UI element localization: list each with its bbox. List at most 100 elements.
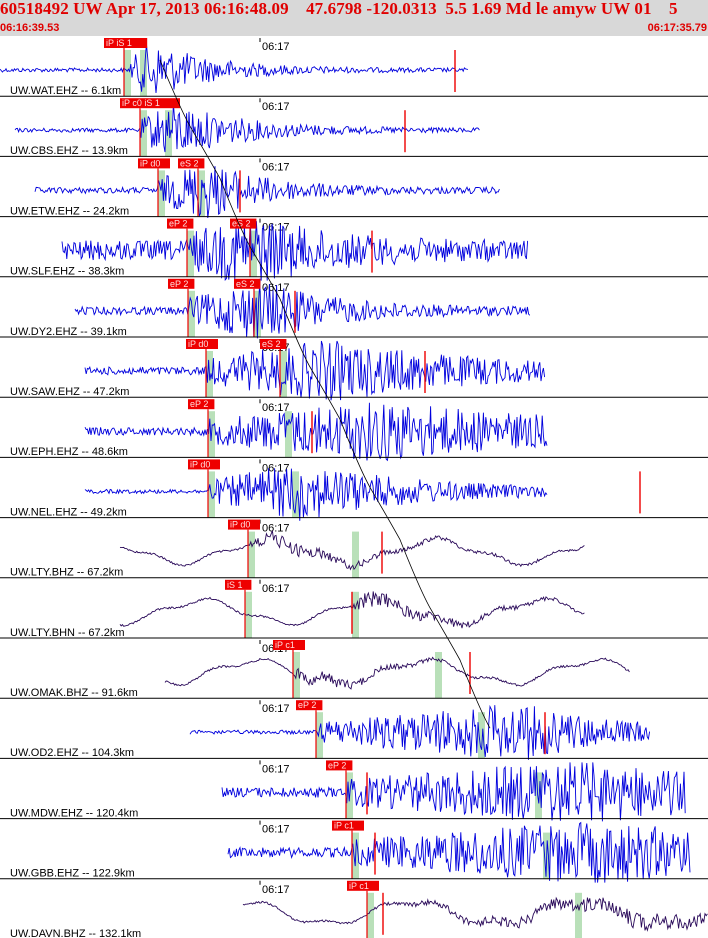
phase-window	[367, 892, 374, 938]
waveform-trace	[164, 656, 630, 690]
pick-label: eP 2	[190, 399, 208, 409]
pick-label: eP 2	[298, 700, 316, 710]
pick-label: eS 2	[262, 339, 281, 349]
station-label: UW.LTY.BHN -- 67.2km	[10, 627, 125, 639]
pick-label: iS 1	[227, 580, 243, 590]
phase-window	[248, 531, 255, 578]
pick-label: eP 2	[169, 219, 187, 229]
waveform-trace	[0, 43, 469, 93]
time-tick-label: 06:17	[262, 161, 290, 173]
pick-label: iP d0	[140, 158, 160, 168]
pick-flag	[296, 700, 323, 711]
pick-label: iP c1	[349, 881, 369, 891]
station-label: UW.DAVN.BHZ -- 132.1km	[10, 928, 141, 938]
pick-flag	[138, 158, 170, 169]
station-label: UW.SAW.EHZ -- 47.2km	[10, 386, 129, 398]
pick-flag	[332, 820, 364, 831]
phase-window	[575, 892, 582, 938]
phase-window	[535, 772, 542, 819]
phase-window	[254, 290, 261, 337]
pick-flag	[228, 519, 260, 530]
station-label: UW.OMAK.BHZ -- 91.6km	[10, 687, 138, 699]
waveform-trace	[84, 468, 548, 521]
time-tick-label: 06:17	[262, 583, 290, 595]
phase-window	[280, 351, 287, 397]
time-tick-label: 06:17	[262, 41, 290, 53]
pick-flag	[347, 880, 379, 891]
time-tick-label: 06:17	[262, 703, 290, 715]
pick-label: eS 2	[232, 219, 251, 229]
station-label: UW.EPH.EHZ -- 48.6km	[10, 446, 128, 458]
phase-window	[124, 50, 131, 96]
station-label: UW.SLF.EHZ -- 38.3km	[10, 266, 124, 278]
start-time: 06:16:39.53	[0, 22, 60, 34]
phase-window	[352, 531, 359, 578]
phase-window	[316, 712, 323, 759]
pick-flag	[273, 640, 305, 650]
pick-label: iP c1	[334, 821, 354, 831]
station-label: UW.DY2.EHZ -- 39.1km	[10, 326, 127, 338]
pick-label: iP c1	[275, 640, 295, 650]
station-label: UW.GBB.EHZ -- 122.9km	[10, 868, 135, 880]
pick-flag	[230, 218, 257, 229]
pick-label: iP d0	[190, 459, 210, 469]
seismogram-plot: 06:17 iP iS 1 UW.WAT.EHZ -- 6.1km 06:17 iP c…	[0, 38, 708, 938]
pick-flag	[167, 218, 194, 229]
pick-label: eS 2	[236, 279, 255, 289]
time-tick-label: 06:17	[262, 824, 290, 836]
waveform-trace	[84, 402, 548, 462]
pick-flag	[188, 399, 215, 410]
station-label: UW.LTY.BHZ -- 67.2km	[10, 567, 123, 579]
phase-window	[187, 230, 194, 277]
phase-window	[352, 591, 359, 638]
waveform-trace	[14, 102, 480, 153]
waveform-trace	[119, 530, 585, 571]
time-tick-label: 06:17	[262, 523, 290, 535]
header-bar: 60518492 UW Apr 17, 2013 06:16:48.09 47.…	[0, 0, 708, 36]
pick-flag	[225, 579, 252, 590]
pick-label: iP d0	[230, 520, 250, 530]
pick-flag	[120, 98, 180, 109]
trace-panels: 06:17 iP iS 1 UW.WAT.EHZ -- 6.1km 06:17 iP c…	[0, 38, 708, 938]
station-label: UW.ETW.EHZ -- 24.2km	[10, 205, 129, 217]
end-time: 06:17:35.79	[647, 22, 707, 34]
station-label: UW.WAT.EHZ -- 6.1km	[10, 85, 121, 97]
phase-window	[478, 712, 485, 759]
waveform-trace	[221, 762, 686, 822]
pick-label: eP 2	[170, 279, 188, 289]
waveform-trace	[189, 704, 651, 760]
time-tick-label: 06:17	[262, 101, 290, 113]
phase-window	[140, 110, 147, 157]
travel-time-curve	[159, 59, 491, 729]
pick-label: iP c0 iS 1	[122, 98, 160, 108]
phase-window	[158, 170, 165, 217]
time-tick-label: 06:17	[262, 402, 290, 414]
time-tick-label: 06:17	[262, 884, 290, 896]
station-label: UW.NEL.EHZ -- 49.2km	[10, 506, 127, 518]
waveform-trace	[61, 220, 529, 282]
phase-window	[285, 411, 292, 458]
phase-window	[165, 110, 172, 157]
pick-flag	[234, 278, 261, 289]
phase-window	[435, 652, 442, 698]
phase-window	[188, 290, 195, 337]
pick-flag	[188, 459, 220, 470]
phase-window	[292, 471, 299, 518]
event-title: 60518492 UW Apr 17, 2013 06:16:48.09 47.…	[0, 0, 678, 18]
pick-label: iP iS 1	[106, 38, 132, 48]
waveform-trace	[74, 281, 531, 339]
pick-flag	[260, 339, 287, 349]
pick-flag	[168, 278, 195, 289]
phase-window	[140, 50, 147, 96]
pick-flag	[186, 339, 218, 349]
waveform-trace	[84, 340, 546, 401]
waveform-trace	[34, 166, 500, 219]
time-tick-label: 06:17	[262, 462, 290, 474]
pick-label: eS 2	[180, 158, 199, 168]
pick-flag	[178, 158, 205, 169]
station-label: UW.MDW.EHZ -- 120.4km	[10, 807, 138, 819]
pick-label: iP d0	[188, 339, 208, 349]
pick-flag	[104, 38, 148, 48]
station-label: UW.OD2.EHZ -- 104.3km	[10, 747, 134, 759]
pick-flag	[326, 760, 353, 771]
